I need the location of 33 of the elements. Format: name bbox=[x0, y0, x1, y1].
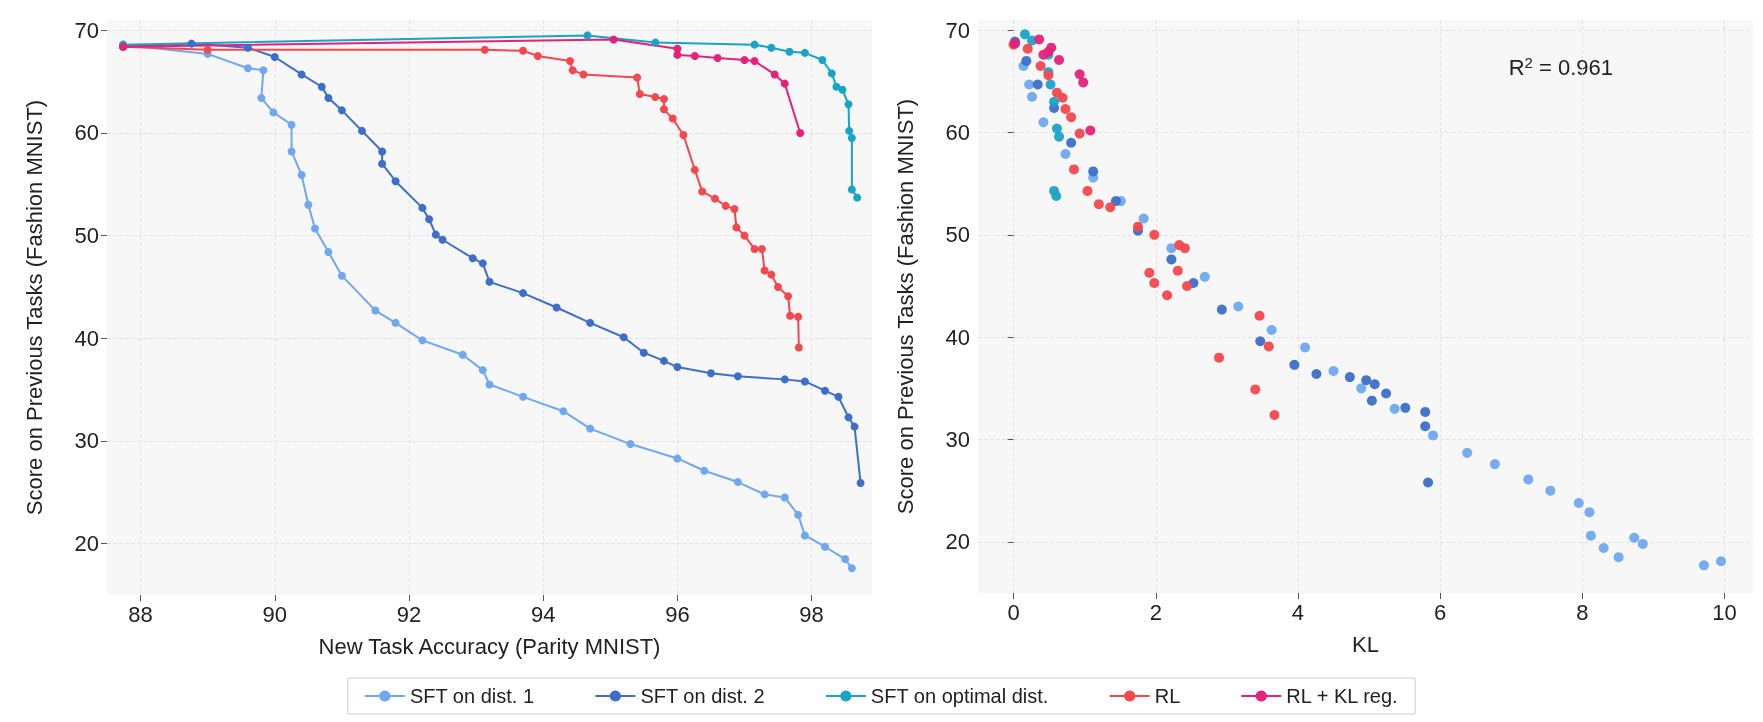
x-axis-title: New Task Accuracy (Parity MNIST) bbox=[318, 633, 661, 659]
y-tick-label: 60 bbox=[945, 120, 970, 146]
x-tick-label: 8 bbox=[1576, 599, 1589, 625]
x-tick-label: 4 bbox=[1291, 599, 1305, 625]
x-tick-label: 10 bbox=[1712, 599, 1737, 625]
legend-label: RL + KL reg. bbox=[1286, 685, 1398, 707]
y-tick-label: 70 bbox=[74, 17, 99, 43]
y-tick-label: 20 bbox=[74, 531, 99, 557]
x-tick-label: 96 bbox=[665, 601, 690, 627]
x-tick-label: 98 bbox=[799, 601, 824, 627]
legend-label: SFT on dist. 1 bbox=[409, 685, 535, 707]
y-tick-label: 60 bbox=[74, 120, 99, 146]
legend-label: SFT on optimal dist. bbox=[870, 685, 1049, 707]
legend-label: RL bbox=[1154, 685, 1181, 707]
y-axis-title: Score on Previous Tasks (Fashion MNIST) bbox=[892, 98, 918, 515]
x-tick-label: 0 bbox=[1007, 599, 1020, 625]
y-tick-label: 20 bbox=[945, 529, 970, 555]
y-tick-label: 40 bbox=[74, 325, 99, 351]
x-tick-label: 2 bbox=[1149, 599, 1162, 625]
y-tick-label: 30 bbox=[74, 428, 99, 454]
legend-label: SFT on dist. 2 bbox=[640, 685, 765, 707]
y-tick-label: 40 bbox=[945, 324, 970, 350]
x-tick-label: 94 bbox=[530, 601, 556, 627]
y-axis-title: Score on Previous Tasks (Fashion MNIST) bbox=[21, 99, 47, 516]
x-axis-title: KL bbox=[1352, 631, 1379, 657]
y-tick-label: 50 bbox=[945, 222, 970, 248]
y-tick-label: 50 bbox=[74, 223, 99, 249]
x-tick-label: 6 bbox=[1434, 599, 1447, 625]
y-tick-label: 70 bbox=[945, 17, 970, 43]
x-tick-label: 88 bbox=[128, 601, 153, 627]
x-tick-label: 90 bbox=[262, 601, 288, 627]
y-tick-label: 30 bbox=[945, 427, 970, 453]
x-tick-label: 92 bbox=[396, 601, 422, 627]
